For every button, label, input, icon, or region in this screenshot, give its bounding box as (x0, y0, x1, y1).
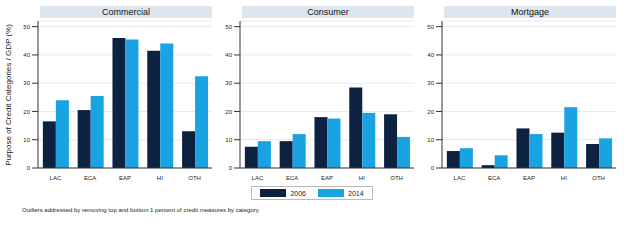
svg-text:Purpose of Credit Categories /: Purpose of Credit Categories / GDP (%) (8, 24, 13, 166)
html-text:Mortgage: Mortgage (511, 7, 549, 17)
svg-text:HI: HI (561, 175, 567, 181)
svg-text:OTH: OTH (188, 175, 201, 181)
svg-text:0: 0 (431, 165, 435, 171)
svg-text:0: 0 (229, 165, 233, 171)
svg-text:EAP: EAP (523, 175, 535, 181)
svg-text:ECA: ECA (488, 175, 500, 181)
html-text:2006: 2006 (290, 189, 306, 197)
svg-text:50: 50 (23, 24, 30, 30)
svg-text:30: 30 (225, 80, 232, 86)
svg-text:20: 20 (23, 109, 30, 115)
svg-text:20: 20 (427, 109, 434, 115)
svg-text:ECA: ECA (84, 175, 96, 181)
svg-text:30: 30 (23, 80, 30, 86)
html-text:Consumer: Consumer (307, 7, 349, 17)
svg-text:10: 10 (225, 137, 232, 143)
svg-text:20: 20 (225, 109, 232, 115)
svg-text:0: 0 (27, 165, 31, 171)
svg-text:40: 40 (23, 52, 30, 58)
svg-text:10: 10 (23, 137, 30, 143)
svg-text:HI: HI (359, 175, 365, 181)
svg-text:OTH: OTH (592, 175, 605, 181)
svg-text:50: 50 (427, 24, 434, 30)
html-text:2014: 2014 (348, 189, 364, 197)
svg-text:40: 40 (225, 52, 232, 58)
svg-text:50: 50 (225, 24, 232, 30)
svg-text:HI: HI (157, 175, 163, 181)
html-text:Outliers addressed by removing: Outliers addressed by removing top and b… (22, 207, 259, 213)
svg-text:40: 40 (427, 52, 434, 58)
svg-text:10: 10 (427, 137, 434, 143)
svg-text:LAC: LAC (454, 175, 466, 181)
svg-text:OTH: OTH (390, 175, 403, 181)
svg-text:EAP: EAP (119, 175, 131, 181)
svg-text:ECA: ECA (286, 175, 298, 181)
html-text:Commercial: Commercial (102, 7, 150, 17)
svg-text:LAC: LAC (252, 175, 264, 181)
svg-text:EAP: EAP (321, 175, 333, 181)
svg-text:30: 30 (427, 80, 434, 86)
svg-text:LAC: LAC (50, 175, 62, 181)
